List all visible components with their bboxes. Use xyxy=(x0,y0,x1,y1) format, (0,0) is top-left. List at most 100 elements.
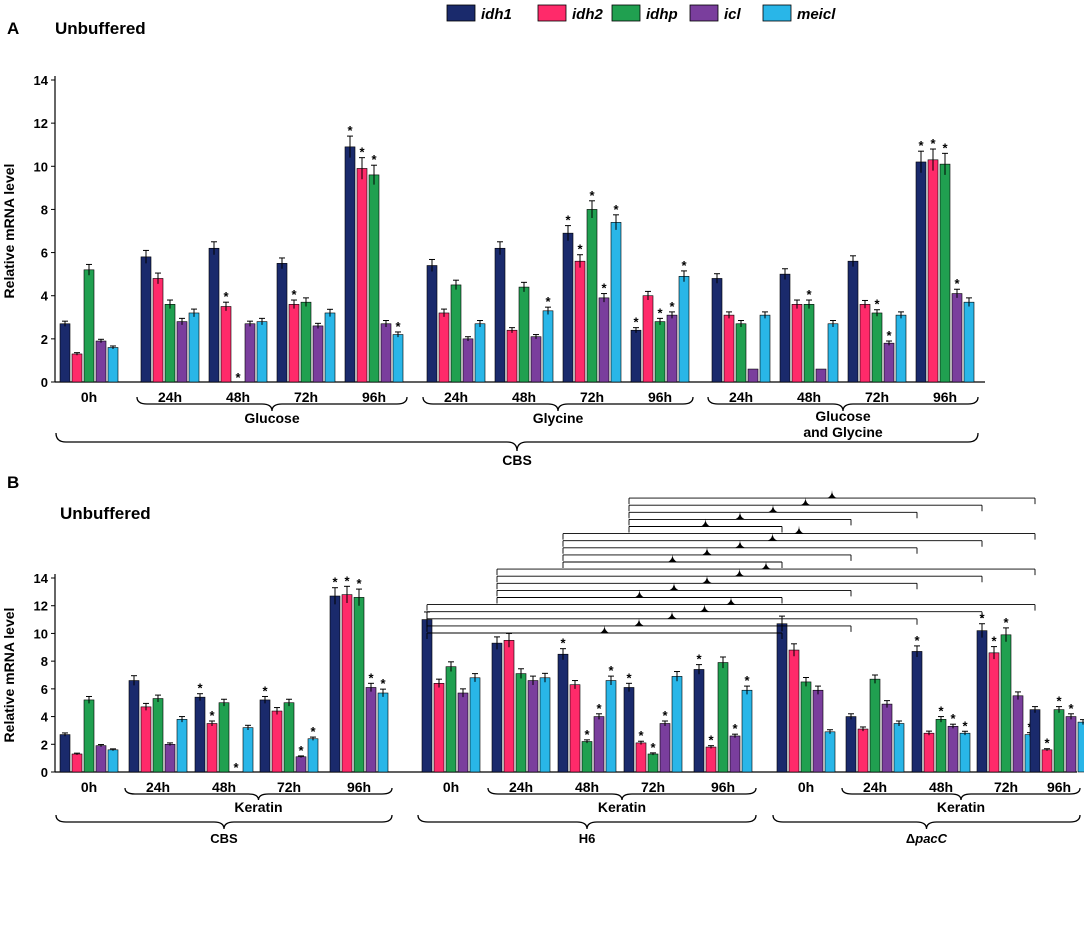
bar-idh2 xyxy=(1041,749,1053,773)
comparison-marker xyxy=(768,504,778,513)
significance-star: * xyxy=(942,140,948,155)
group-label: Keratin xyxy=(937,799,985,815)
bar-idh2 xyxy=(705,746,717,773)
bar-idh2 xyxy=(635,742,647,773)
significance-star: * xyxy=(291,287,297,302)
bar-idh2 xyxy=(152,278,164,383)
comparison-marker xyxy=(634,617,644,626)
x-category-label: 24h xyxy=(444,389,468,405)
group-brace xyxy=(422,396,694,412)
significance-star: * xyxy=(930,136,936,151)
bar-meicl xyxy=(324,312,336,383)
bar-idhp xyxy=(717,662,729,773)
bar-idhp xyxy=(647,753,659,773)
bar-idhp xyxy=(803,304,815,383)
bar-icl xyxy=(365,687,377,773)
x-category-label: 96h xyxy=(711,779,735,795)
significance-star: * xyxy=(223,289,229,304)
significance-star: * xyxy=(918,138,924,153)
comparison-marker xyxy=(667,610,677,619)
legend: idh1 idh2 idhp icl meicl xyxy=(446,4,836,23)
comparison-marker xyxy=(794,525,804,534)
bar-icl xyxy=(312,325,324,383)
bar-meicl xyxy=(176,719,188,773)
bar-idh1 xyxy=(915,161,927,383)
bar-icl xyxy=(598,297,610,383)
bar-idh2 xyxy=(438,312,450,383)
significance-star: * xyxy=(608,663,614,678)
x-category-label: 24h xyxy=(863,779,887,795)
bar-idhp xyxy=(515,673,527,773)
bar-idh2 xyxy=(788,649,800,773)
significance-star: * xyxy=(650,740,656,755)
comparison-marker xyxy=(761,561,771,570)
bar-meicl xyxy=(827,323,839,383)
bar-icl xyxy=(1065,716,1077,773)
y-tick-label: 14 xyxy=(34,571,49,586)
panel-a-chart: A Unbuffered 0 2 4 6 8 10 12 14 Relative mRNA leve… xyxy=(1,19,985,468)
bar-idh1 xyxy=(140,256,152,383)
significance-star: * xyxy=(914,633,920,648)
bar-idh1 xyxy=(329,595,341,773)
bar-idhp xyxy=(353,597,365,773)
bar-idh1 xyxy=(491,642,503,773)
x-category-label: 0h xyxy=(443,779,459,795)
bar-idhp xyxy=(586,209,598,383)
bar-idh2 xyxy=(356,168,368,383)
group-label: Glucose xyxy=(244,410,299,426)
significance-star: * xyxy=(344,573,350,588)
panel-letter: A xyxy=(7,19,19,38)
comparison-marker xyxy=(667,554,678,562)
bar-icl xyxy=(881,703,893,773)
significance-star: * xyxy=(584,727,590,742)
strain-label: H6 xyxy=(579,831,596,846)
bar-idh2 xyxy=(574,260,586,383)
y-tick-label: 0 xyxy=(41,765,48,780)
outer-label: CBS xyxy=(502,452,532,468)
strain-label: ΔpacC xyxy=(906,831,948,846)
bar-meicl xyxy=(671,676,683,773)
bar-idhp xyxy=(518,286,530,383)
significance-star: * xyxy=(662,708,668,723)
group-label: Keratin xyxy=(598,799,646,815)
bar-meicl xyxy=(759,314,771,383)
y-tick-label: 6 xyxy=(41,682,48,697)
bar-idhp xyxy=(368,174,380,383)
significance-star: * xyxy=(1068,701,1074,716)
significance-star: * xyxy=(991,634,997,649)
group-label: and Glycine xyxy=(803,424,883,440)
y-tick-label: 2 xyxy=(41,332,48,347)
x-category-label: 48h xyxy=(212,779,236,795)
legend-label-meicl: meicl xyxy=(797,6,836,23)
bar-idh1 xyxy=(845,716,857,773)
comparison-marker xyxy=(669,582,679,591)
significance-star: * xyxy=(197,681,203,696)
bar-idhp xyxy=(83,269,95,383)
x-category-label: 72h xyxy=(865,389,889,405)
group-label: Glycine xyxy=(533,410,584,426)
significance-star: * xyxy=(589,188,595,203)
significance-star: * xyxy=(938,704,944,719)
significance-star: * xyxy=(657,305,663,320)
bar-idh1 xyxy=(1029,709,1041,773)
bar-icl xyxy=(176,321,188,383)
significance-star: * xyxy=(613,202,619,217)
y-tick-label: 0 xyxy=(41,375,48,390)
x-category-label: 72h xyxy=(641,779,665,795)
x-category-label: 48h xyxy=(512,389,536,405)
bar-meicl xyxy=(474,323,486,383)
group-brace xyxy=(136,396,408,412)
bar-icl xyxy=(244,323,256,383)
significance-star: * xyxy=(209,708,215,723)
x-category-label: 48h xyxy=(575,779,599,795)
bar-idh1 xyxy=(494,247,506,383)
x-category-label: 0h xyxy=(798,779,814,795)
significance-star: * xyxy=(708,733,714,748)
panel-b-chart: B Unbuffered 0 2 4 6 8 10 12 14 Relative mRNA leve… xyxy=(1,473,1084,846)
x-category-label: 24h xyxy=(158,389,182,405)
bar-idhp xyxy=(939,163,951,383)
bar-idh2 xyxy=(503,640,515,773)
bar-meicl xyxy=(678,275,690,383)
comparison-marker xyxy=(699,603,710,612)
bar-idh1 xyxy=(562,232,574,383)
